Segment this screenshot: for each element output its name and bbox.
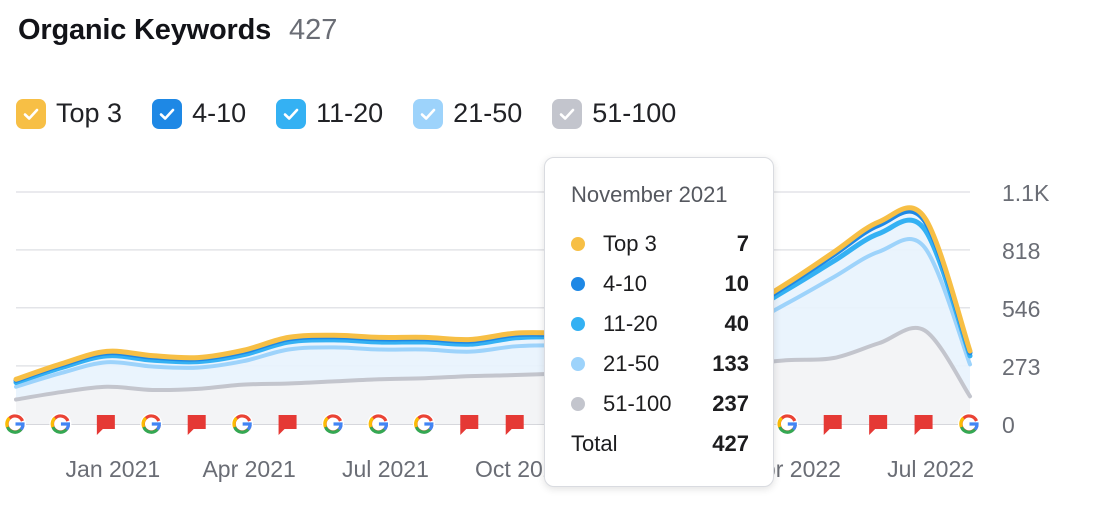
google-update-icon[interactable]: [367, 413, 390, 435]
tooltip-row-label: 51-100: [603, 391, 672, 416]
google-update-icon[interactable]: [140, 413, 163, 435]
tooltip-row-value: 40: [724, 311, 749, 336]
google-update-icon[interactable]: [322, 413, 344, 435]
tooltip-row: 11-20 40: [571, 304, 749, 344]
header: Organic Keywords 427: [18, 14, 337, 47]
tooltip-row-label: 4-10: [603, 271, 648, 296]
note-flag-icon[interactable]: [914, 415, 933, 435]
tooltip-row-value: 10: [724, 271, 749, 296]
google-update-icon[interactable]: [4, 413, 26, 435]
google-update-icon[interactable]: [776, 413, 799, 435]
tooltip-row-value: 237: [712, 391, 749, 416]
y-tick-label: 273: [1002, 354, 1040, 380]
series-line-21-50[interactable]: [14, 237, 972, 389]
tooltip-row-label: 11-20: [603, 311, 658, 336]
legend-label: 51-100: [592, 98, 677, 128]
tooltip-row: 51-100 237: [571, 384, 749, 424]
tooltip-row-value: 7: [736, 231, 749, 256]
tooltip-row: 4-10 10: [571, 264, 749, 304]
series-dot-icon: [571, 317, 585, 331]
series-line-51-100[interactable]: [14, 325, 972, 402]
google-update-icon[interactable]: [412, 413, 435, 435]
legend-item-2[interactable]: 11-20: [276, 98, 383, 129]
legend: Top 3 4-10 11-20 21-50 51-100: [16, 98, 676, 129]
series-dot-icon: [571, 397, 585, 411]
tooltip-row-label: Top 3: [603, 231, 657, 256]
legend-label: 21-50: [453, 98, 523, 128]
tooltip-row: Top 3 7: [571, 224, 749, 264]
x-tick-label: Jul 2022: [887, 456, 974, 482]
google-update-icon[interactable]: [958, 413, 980, 435]
page-title: Organic Keywords: [18, 14, 272, 46]
x-tick-label: Jul 2021: [342, 456, 429, 482]
tooltip-row: 21-50 133: [571, 344, 749, 384]
checkbox-check-icon[interactable]: [552, 98, 583, 129]
google-update-icon[interactable]: [49, 413, 72, 435]
legend-item-0[interactable]: Top 3: [16, 98, 122, 129]
series-dot-icon: [571, 237, 585, 251]
tooltip-total-label: Total: [571, 431, 618, 456]
series-line-11-20[interactable]: [13, 217, 973, 385]
y-tick-label: 1.1K: [1002, 180, 1050, 206]
checkbox-check-icon[interactable]: [152, 98, 183, 129]
legend-item-3[interactable]: 21-50: [413, 98, 522, 129]
checkbox-check-icon[interactable]: [413, 98, 444, 129]
google-update-icon[interactable]: [231, 413, 254, 435]
tooltip-row-label: 21-50: [603, 351, 660, 376]
x-tick-label: Apr 2021: [202, 456, 295, 482]
note-flag-icon[interactable]: [278, 415, 297, 435]
tooltip-total-value: 427: [712, 431, 749, 456]
legend-label: 4-10: [192, 98, 247, 128]
tooltip-total-row: Total 427: [571, 424, 749, 464]
note-flag-icon[interactable]: [823, 415, 842, 435]
keyword-count: 427: [289, 14, 338, 46]
series-dot-icon: [571, 277, 585, 291]
legend-label: Top 3: [56, 98, 123, 128]
checkbox-check-icon[interactable]: [276, 98, 307, 129]
note-flag-icon[interactable]: [869, 415, 888, 435]
legend-item-1[interactable]: 4-10: [152, 98, 246, 129]
y-tick-label: 0: [1002, 412, 1015, 438]
legend-label: 11-20: [316, 98, 384, 128]
x-tick-label: Jan 2021: [66, 456, 161, 482]
y-tick-label: 546: [1002, 296, 1040, 322]
tooltip-row-value: 133: [712, 351, 749, 376]
note-flag-icon[interactable]: [187, 415, 206, 435]
tooltip-title: November 2021: [571, 182, 728, 207]
chart-tooltip: November 2021 Top 3 7 4-10 10 11-20 40 21-50 13…: [544, 157, 774, 487]
note-flag-icon[interactable]: [96, 415, 115, 435]
legend-item-4[interactable]: 51-100: [552, 98, 676, 129]
note-flag-icon[interactable]: [460, 415, 479, 435]
series-dot-icon: [571, 357, 585, 371]
series-line-Top 3[interactable]: [13, 205, 973, 382]
y-tick-label: 818: [1002, 238, 1040, 264]
note-flag-icon[interactable]: [505, 415, 524, 435]
checkbox-check-icon[interactable]: [16, 98, 46, 129]
